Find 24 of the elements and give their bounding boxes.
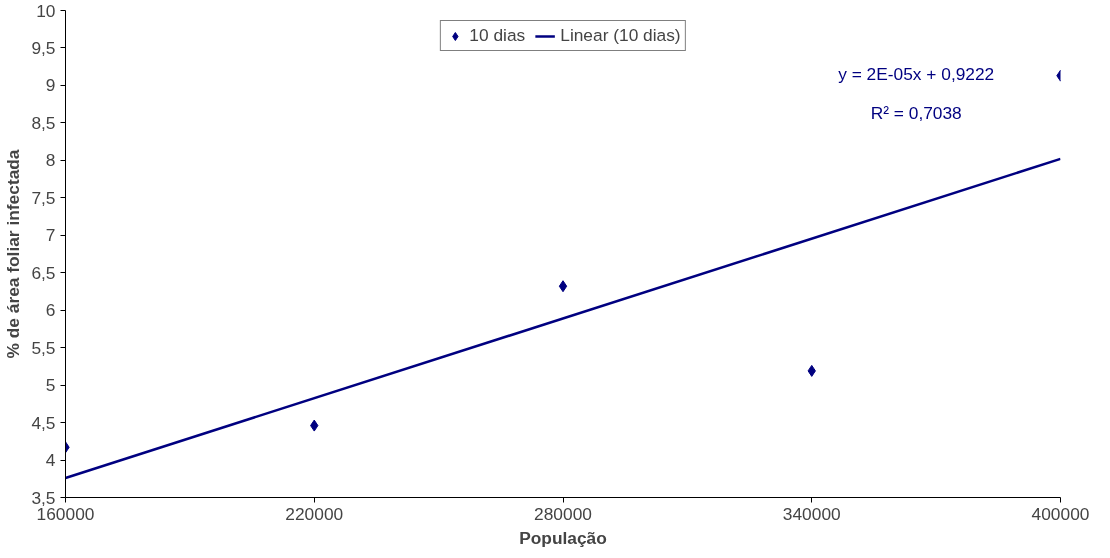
y-tick-label: 5,5 [31,337,56,358]
y-tick-label: 7,5 [31,187,56,208]
point [558,280,568,293]
y-tick-label: 10 [36,0,56,21]
y-tick-label: 4,5 [31,412,56,433]
y-tick-label: 9 [45,75,56,96]
x-tick-label: 400000 [1031,503,1090,524]
legend-label: 10 dias [469,25,526,46]
x-tick-label: 220000 [285,503,344,524]
y-tick-label: 4 [45,450,56,471]
y-axis-title: % de área foliar infectada [3,149,24,359]
x-axis-title: População [519,527,607,548]
y-tick-label: 7 [45,225,56,246]
annotation: R² = 0,7038 [870,102,962,123]
legend-label: Linear (10 dias) [560,25,681,46]
y-tick-label: 8,5 [31,112,56,133]
x-tick-label: 340000 [782,503,841,524]
y-tick-label: 6 [45,300,56,321]
y-tick-label: 8 [45,150,56,171]
y-tick-label: 6,5 [31,262,56,283]
annotation: y = 2E-05x + 0,9222 [838,63,995,84]
y-tick-label: 5 [45,375,56,396]
y-tick-label: 9,5 [31,37,56,58]
x-tick-label: 280000 [534,503,592,524]
